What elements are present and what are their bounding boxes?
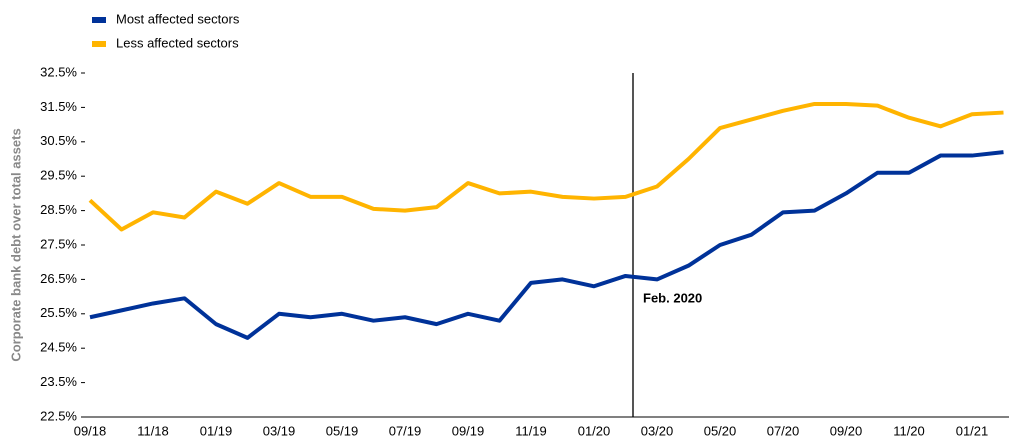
x-tick-label: 03/20 (641, 423, 674, 438)
y-tick-label: 26.5% (40, 271, 77, 286)
x-tick-label: 03/19 (263, 423, 296, 438)
x-tick-label: 09/20 (830, 423, 863, 438)
x-tick-label: 09/18 (74, 423, 107, 438)
legend-label: Less affected sectors (116, 35, 239, 50)
x-tick-label: 01/21 (956, 423, 989, 438)
y-tick-label: 29.5% (40, 168, 77, 183)
y-tick-label: 24.5% (40, 340, 77, 355)
x-tick-label: 01/19 (200, 423, 233, 438)
y-tick-label: 28.5% (40, 202, 77, 217)
x-tick-label: 09/19 (452, 423, 485, 438)
x-tick-label: 11/20 (893, 423, 925, 438)
y-tick-label: 32.5% (40, 64, 77, 79)
legend-swatch (92, 41, 106, 47)
annotation: Feb. 2020 (643, 290, 702, 305)
legend-swatch (92, 17, 106, 23)
y-tick-label: 30.5% (40, 133, 77, 148)
x-tick-label: 05/19 (326, 423, 359, 438)
y-tick-label: 22.5% (40, 408, 77, 423)
x-tick-label: 07/19 (389, 423, 422, 438)
y-tick-label: 31.5% (40, 99, 77, 114)
x-tick-label: 01/20 (578, 423, 611, 438)
y-axis-label: Corporate bank debt over total assets (8, 128, 23, 361)
line-series (89, 150, 1004, 340)
y-tick-label: 23.5% (40, 374, 77, 389)
legend-label: Most affected sectors (116, 11, 240, 26)
x-tick-label: 07/20 (767, 423, 800, 438)
y-tick-label: 25.5% (40, 305, 77, 320)
line-series (88, 101, 1004, 232)
y-tick-label: 27.5% (40, 236, 77, 251)
x-tick-label: 11/19 (515, 423, 547, 438)
x-tick-label: 11/18 (137, 423, 169, 438)
x-tick-label: 05/20 (704, 423, 737, 438)
